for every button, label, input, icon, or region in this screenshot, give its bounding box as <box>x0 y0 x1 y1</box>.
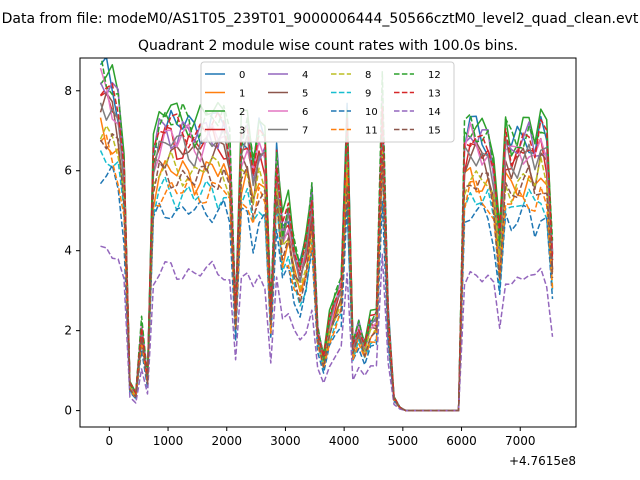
series-line-8 <box>99 124 554 412</box>
legend-label-12: 12 <box>428 70 441 81</box>
series-layer <box>99 58 554 412</box>
y-tick-label: 4 <box>64 244 72 258</box>
x-tick-label: 4000 <box>329 434 360 448</box>
series-line-11 <box>99 134 554 412</box>
series-line-14 <box>100 245 554 412</box>
chart-title: Quadrant 2 module wise count rates with … <box>138 38 518 54</box>
y-tick-label: 8 <box>64 84 72 98</box>
x-tick-label: 2000 <box>211 434 242 448</box>
chart-suptitle: Data from file: modeM0/AS1T05_239T01_900… <box>2 11 639 27</box>
legend-label-13: 13 <box>428 89 441 100</box>
x-tick-label: 0 <box>106 434 114 448</box>
x-tick-label: 5000 <box>388 434 419 448</box>
series-line-10 <box>99 164 554 412</box>
legend-label-6: 6 <box>302 107 308 118</box>
y-axis: 0 2 4 6 8 <box>64 84 80 418</box>
legend-label-10: 10 <box>365 107 378 118</box>
legend-frame <box>200 61 455 143</box>
legend-label-1: 1 <box>239 89 245 100</box>
x-tick-label: 1000 <box>153 434 184 448</box>
series-line-13 <box>99 83 554 412</box>
y-tick-label: 2 <box>64 324 72 338</box>
plot-frame <box>79 57 577 428</box>
x-tick-label: 7000 <box>505 434 536 448</box>
legend-label-2: 2 <box>239 107 245 118</box>
legend-label-4: 4 <box>302 70 308 81</box>
legend-label-11: 11 <box>365 126 378 137</box>
legend-label-8: 8 <box>365 70 371 81</box>
legend-label-5: 5 <box>302 89 308 100</box>
legend-label-3: 3 <box>239 126 245 137</box>
x-axis: 0 1000 2000 3000 4000 5000 6000 7000 <box>106 427 536 448</box>
x-axis-offset-label: +4.7615e8 <box>509 454 576 468</box>
legend-label-9: 9 <box>365 89 371 100</box>
y-tick-label: 6 <box>64 164 72 178</box>
legend-label-7: 7 <box>302 126 308 137</box>
x-tick-label: 3000 <box>270 434 301 448</box>
series-line-9 <box>99 150 554 412</box>
series-line-15 <box>99 133 554 412</box>
x-tick-label: 6000 <box>446 434 477 448</box>
y-tick-label: 0 <box>64 404 72 418</box>
legend-label-15: 15 <box>428 126 441 137</box>
legend-label-14: 14 <box>428 107 441 118</box>
legend-label-0: 0 <box>239 70 245 81</box>
